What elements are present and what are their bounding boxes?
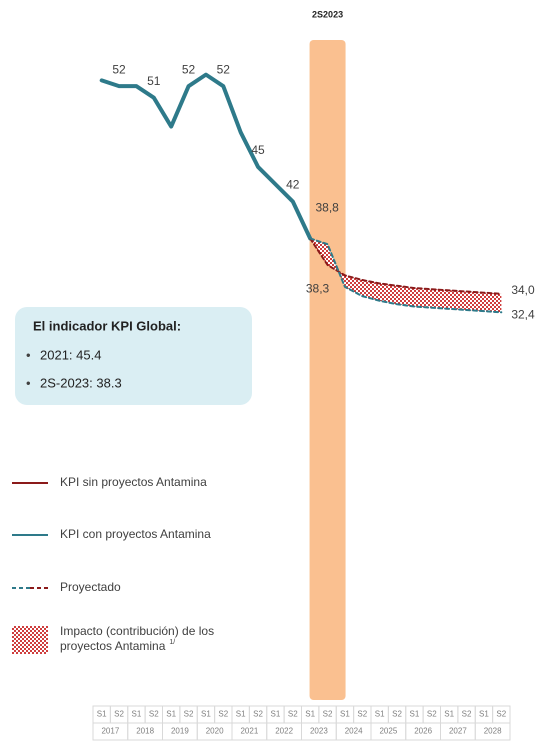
data-label: 45	[251, 143, 265, 157]
axis-cell	[474, 722, 511, 741]
projected-line	[309, 237, 503, 314]
info-item: 2S-2023: 38.3	[40, 375, 122, 390]
info-box	[15, 307, 252, 405]
x-tick-label: S2	[184, 710, 194, 719]
data-label: 52	[182, 62, 196, 76]
x-tick-label: S2	[114, 710, 124, 719]
year-label: 2022	[275, 727, 293, 736]
footnote-mark: 1/	[169, 639, 175, 646]
x-tick-label: S2	[357, 710, 367, 719]
data-label: 34,0	[511, 283, 535, 297]
year-label: 2028	[484, 727, 502, 736]
legend-label: KPI sin proyectos Antamina	[60, 475, 207, 489]
projected-line	[309, 237, 503, 295]
data-label: 52	[112, 62, 126, 76]
legend-label: Proyectado	[60, 580, 121, 594]
year-label: 2017	[101, 727, 119, 736]
x-tick-label: S1	[201, 710, 211, 719]
x-tick-label: S2	[392, 710, 402, 719]
x-tick-label: S2	[253, 710, 263, 719]
year-label: 2018	[136, 727, 154, 736]
x-tick-label: S1	[444, 710, 454, 719]
legend-label: Impacto (contribución) de los proyectos A…	[60, 624, 214, 653]
x-tick-label: S2	[323, 710, 333, 719]
x-tick-label: S2	[218, 710, 228, 719]
year-label: 2025	[379, 727, 397, 736]
year-label: 2024	[345, 727, 363, 736]
x-tick-label: S1	[410, 710, 420, 719]
x-tick-label: S1	[271, 710, 281, 719]
legend-swatch	[12, 626, 48, 654]
year-label: 2020	[206, 727, 224, 736]
x-tick-label: S1	[132, 710, 142, 719]
x-tick-label: S1	[305, 710, 315, 719]
data-label: 38,8	[316, 201, 340, 215]
line	[99, 72, 313, 241]
legend-text: proyectos Antamina	[60, 639, 166, 653]
x-tick-label: S2	[496, 710, 506, 719]
x-tick-label: S2	[149, 710, 159, 719]
data-label: 51	[147, 74, 161, 88]
x-tick-label: S2	[288, 710, 298, 719]
year-label: 2021	[240, 727, 258, 736]
x-tick-label: S1	[97, 710, 107, 719]
year-label: 2026	[414, 727, 432, 736]
info-item: 2021: 45.4	[40, 347, 101, 362]
legend-label: KPI con proyectos Antamina	[60, 527, 211, 541]
band-title: 2S2023	[312, 9, 343, 19]
data-label: 42	[286, 178, 300, 192]
x-tick-label: S2	[427, 710, 437, 719]
year-label: 2027	[449, 727, 467, 736]
data-label: 32,4	[511, 307, 535, 321]
highlight-band	[309, 40, 346, 700]
legend-text: Impacto (contribución) de los	[60, 624, 214, 638]
bullet: •	[26, 375, 31, 390]
year-label: 2019	[171, 727, 189, 736]
x-tick-label: S1	[166, 710, 176, 719]
x-tick-label: S2	[462, 710, 472, 719]
x-tick-label: S1	[479, 710, 489, 719]
year-label: 2023	[310, 727, 328, 736]
x-tick-label: S1	[236, 710, 246, 719]
x-tick-label: S1	[375, 710, 385, 719]
bullet: •	[26, 347, 31, 362]
info-title: El indicador KPI Global:	[33, 318, 181, 333]
data-label: 52	[217, 62, 231, 76]
x-tick-label: S1	[340, 710, 350, 719]
data-label: 38,3	[306, 281, 330, 295]
